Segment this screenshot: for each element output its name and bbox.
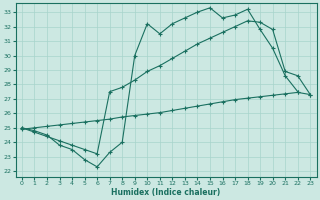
X-axis label: Humidex (Indice chaleur): Humidex (Indice chaleur): [111, 188, 221, 197]
